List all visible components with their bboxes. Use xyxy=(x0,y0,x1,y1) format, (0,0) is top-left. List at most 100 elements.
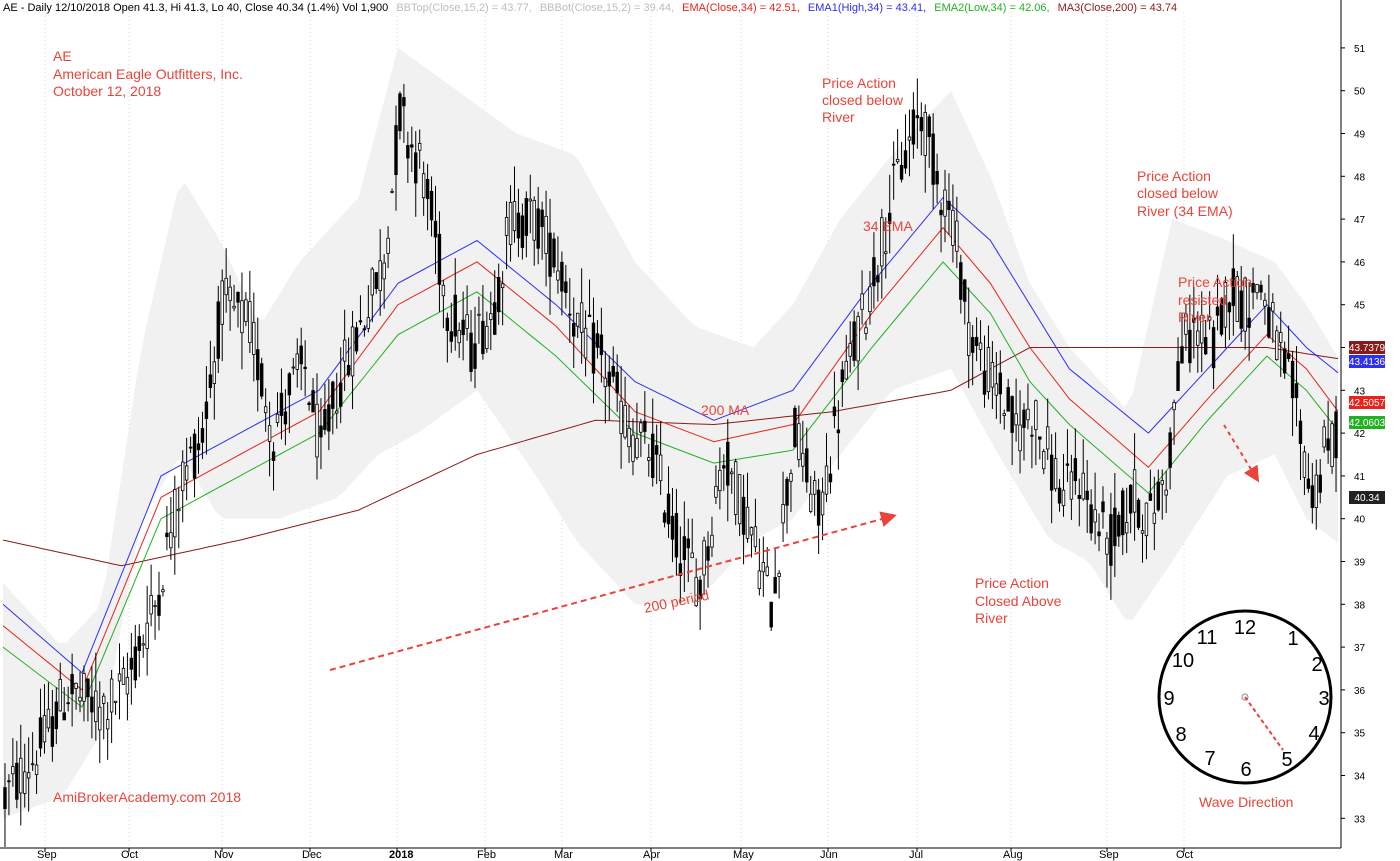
candle-body xyxy=(840,369,845,383)
candle xyxy=(1152,476,1157,551)
candle-body xyxy=(947,200,951,211)
candle xyxy=(105,702,110,760)
candle-body xyxy=(639,422,643,433)
candle xyxy=(1203,319,1208,356)
candle xyxy=(575,312,580,338)
candle xyxy=(1239,265,1243,342)
candle-body xyxy=(402,97,406,107)
candle-body xyxy=(256,349,260,381)
candle-body xyxy=(1172,402,1176,411)
candle xyxy=(102,692,106,740)
candle xyxy=(477,296,481,344)
candle-body xyxy=(1231,268,1236,307)
candle xyxy=(591,297,596,404)
candle xyxy=(66,686,70,712)
candle xyxy=(718,447,722,510)
candle xyxy=(1105,531,1109,588)
candle-body xyxy=(809,493,813,512)
candle xyxy=(682,501,687,592)
x-tick-label: May xyxy=(733,849,754,861)
candle-body xyxy=(635,438,639,459)
candle-body xyxy=(1010,396,1014,433)
candle-body xyxy=(54,701,59,730)
candle xyxy=(603,351,608,424)
candle-body xyxy=(406,145,410,159)
candle-body xyxy=(698,579,702,600)
candle-body xyxy=(208,374,213,389)
candle-body xyxy=(714,485,718,498)
y-tick-label: 40 xyxy=(1354,515,1366,526)
candle-body xyxy=(354,327,359,352)
candle-body xyxy=(856,316,860,362)
candle-body xyxy=(1085,490,1089,500)
candle xyxy=(11,738,15,787)
candle xyxy=(319,398,323,470)
candle xyxy=(587,279,592,317)
candle-body xyxy=(188,446,193,449)
candle-body xyxy=(1334,411,1338,459)
candle-body xyxy=(1097,531,1101,537)
candle xyxy=(1168,427,1172,490)
candle xyxy=(299,327,303,391)
ma200-line xyxy=(2,347,1339,567)
candle xyxy=(433,185,438,275)
candle xyxy=(1113,473,1117,577)
candle xyxy=(1310,462,1315,524)
candle-body xyxy=(967,322,971,356)
candle xyxy=(967,287,971,389)
candle-body xyxy=(903,150,908,169)
candle xyxy=(86,678,90,722)
candle-body xyxy=(90,696,94,713)
candle-body xyxy=(686,538,690,549)
candle xyxy=(978,320,983,371)
candle-body xyxy=(1298,420,1303,444)
candle-body xyxy=(895,158,900,163)
candle xyxy=(473,306,477,389)
annotation-jul-line3: River xyxy=(975,610,1008,626)
candle-body xyxy=(575,312,580,327)
candle xyxy=(338,347,343,424)
candle-body xyxy=(1014,413,1018,426)
candle-body xyxy=(1057,487,1062,504)
candle xyxy=(1271,293,1275,343)
candle-body xyxy=(722,465,726,469)
candle-body xyxy=(441,284,446,297)
candle xyxy=(635,402,639,460)
clock-number-4: 4 xyxy=(1308,723,1319,745)
candle-body xyxy=(943,189,947,217)
candle-body xyxy=(631,434,635,462)
candle xyxy=(1267,274,1271,339)
candle xyxy=(386,226,390,269)
candle-body xyxy=(512,201,517,232)
candle xyxy=(860,270,864,325)
candle-body xyxy=(299,345,303,365)
candle xyxy=(595,320,600,359)
x-tick-label: Jun xyxy=(820,849,838,861)
candle xyxy=(1069,454,1074,520)
candle-body xyxy=(607,371,611,387)
candle-body xyxy=(797,423,801,460)
candle xyxy=(907,109,912,177)
candle xyxy=(1144,502,1149,560)
candle xyxy=(161,585,165,597)
candle xyxy=(1049,434,1054,524)
candle-body xyxy=(532,200,536,241)
candle xyxy=(678,526,683,604)
candle xyxy=(1101,486,1105,529)
annotation-may-line2: closed below xyxy=(822,92,904,108)
candle xyxy=(453,258,457,351)
candle xyxy=(1061,454,1066,517)
candle-body xyxy=(986,347,991,393)
candle-body xyxy=(1255,284,1259,294)
candle xyxy=(1097,513,1101,552)
candle-body xyxy=(453,294,457,337)
candle xyxy=(982,335,987,408)
candle xyxy=(204,366,209,455)
candle xyxy=(1140,514,1145,563)
candle xyxy=(880,208,884,299)
candle-body xyxy=(374,272,378,290)
candle-body xyxy=(311,390,315,413)
candle xyxy=(820,477,825,541)
value-label: 40.34 xyxy=(1349,491,1385,504)
annotation-jul-line2: Closed Above xyxy=(975,593,1062,609)
